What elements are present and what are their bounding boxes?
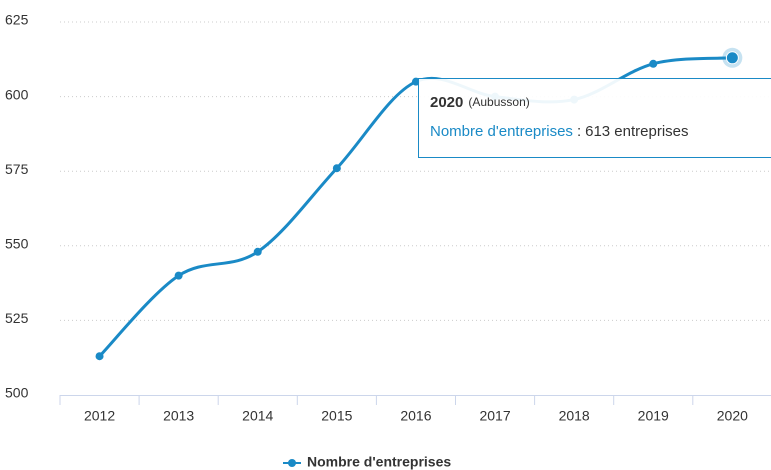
x-tick-label: 2019 bbox=[638, 408, 669, 424]
x-tick-label: 2015 bbox=[321, 408, 352, 424]
tooltip-box bbox=[418, 78, 771, 158]
y-tick-label: 525 bbox=[5, 310, 29, 326]
x-tick-label: 2016 bbox=[400, 408, 431, 424]
x-tick-label: 2012 bbox=[84, 408, 115, 424]
y-tick-label: 500 bbox=[5, 385, 29, 401]
tooltip-value: 613 entreprises bbox=[585, 123, 688, 140]
y-tick-label: 550 bbox=[5, 236, 29, 252]
x-tick-label: 2014 bbox=[242, 408, 273, 424]
tooltip-year: 2020 bbox=[430, 94, 463, 111]
tooltip-series: Nombre d'entreprises bbox=[430, 123, 573, 140]
x-tick-label: 2013 bbox=[163, 408, 194, 424]
point bbox=[725, 51, 739, 65]
x-tick-label: 2018 bbox=[559, 408, 590, 424]
point bbox=[332, 164, 341, 173]
y-tick-label: 625 bbox=[5, 12, 29, 28]
y-tick-label: 575 bbox=[5, 161, 29, 177]
point bbox=[649, 59, 658, 68]
tooltip: 2020 (Aubusson) Nombre d'entreprises:613 e… bbox=[418, 78, 771, 158]
point bbox=[253, 247, 262, 256]
y-tick-label: 600 bbox=[5, 86, 29, 102]
point bbox=[95, 352, 104, 361]
point bbox=[174, 271, 183, 280]
tooltip-body: Nombre d'entreprises:613 entreprises bbox=[430, 123, 689, 140]
legend-marker bbox=[288, 459, 296, 467]
tooltip-place: (Aubusson) bbox=[468, 95, 529, 109]
point bbox=[411, 77, 420, 86]
tooltip-title: 2020 (Aubusson) bbox=[430, 94, 530, 111]
legend: Nombre d'entreprises bbox=[283, 454, 451, 470]
x-tick-label: 2020 bbox=[717, 408, 748, 424]
tooltip-sep: : bbox=[577, 123, 581, 140]
x-tick-label: 2017 bbox=[479, 408, 510, 424]
legend-label: Nombre d'entreprises bbox=[307, 454, 451, 470]
